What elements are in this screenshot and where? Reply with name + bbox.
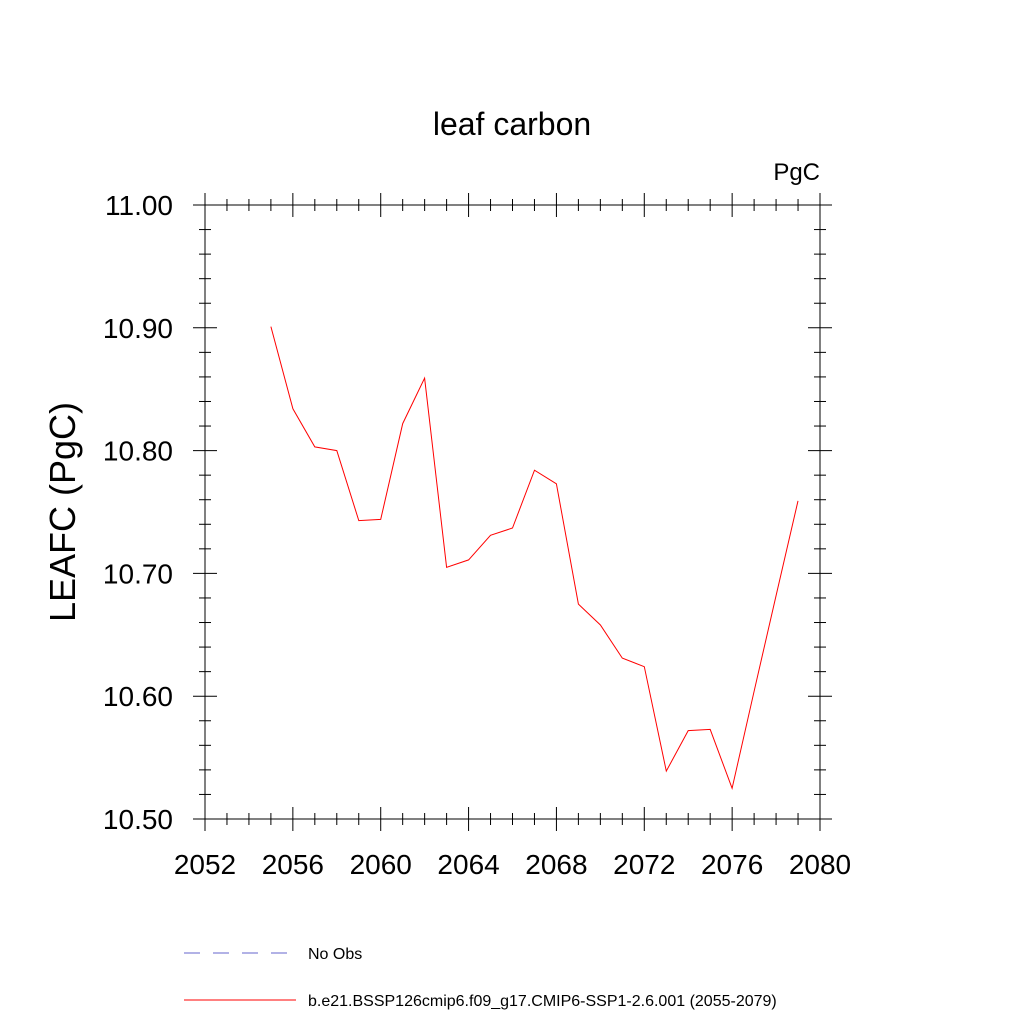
x-tick-label: 2060 [350,849,412,880]
series-line [270,326,799,791]
y-tick-label: 10.50 [103,804,173,835]
axis-ticks: 2052 2056 2060 2064 2068 2072 2076 2080 10.50 10.… [103,190,851,880]
chart-title: leaf carbon [433,106,591,142]
legend: No Obs b.e21.BSSP126cmip6.f09_g17.CMIP6-S… [184,946,777,1010]
y-tick-label: 10.80 [103,436,173,467]
x-tick-label: 2068 [525,849,587,880]
legend-label: No Obs [308,946,362,963]
y-tick-label: 11.00 [105,190,173,221]
series-layer [270,326,799,791]
x-tick-label: 2080 [789,849,851,880]
plot-frame [204,204,821,820]
y-tick-label: 10.60 [103,681,173,712]
x-tick-label: 2076 [701,849,763,880]
y-axis-label: LEAFC (PgC) [42,402,83,622]
x-tick-label: 2072 [613,849,675,880]
legend-label: b.e21.BSSP126cmip6.f09_g17.CMIP6-SSP1-2.… [308,993,777,1010]
units-label: PgC [773,159,820,186]
x-tick-label: 2052 [174,849,236,880]
x-tick-label: 2056 [262,849,324,880]
y-tick-label: 10.70 [103,558,173,589]
x-tick-label: 2064 [437,849,499,880]
y-tick-label: 10.90 [103,313,173,344]
